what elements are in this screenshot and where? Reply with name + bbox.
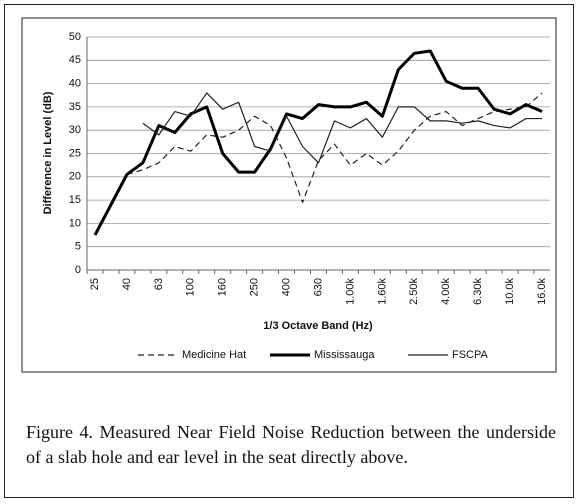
x-axis-title: 1/3 Octave Band (Hz) xyxy=(263,320,373,332)
caption: Figure 4. Measured Near Field Noise Redu… xyxy=(26,422,556,467)
x-tick-label: 10.0k xyxy=(504,278,516,305)
y-tick-label: 5 xyxy=(75,241,81,253)
y-tick-label: 15 xyxy=(69,194,81,206)
line-series xyxy=(93,49,543,236)
legend-label: Mississauga xyxy=(314,349,375,361)
y-tick-label: 50 xyxy=(69,31,81,43)
x-tick-label: 160 xyxy=(217,278,229,296)
x-tick-label: 6.30k xyxy=(472,278,484,305)
x-tick-label: 100 xyxy=(185,278,197,296)
y-axis-title: Difference in Level (dB) xyxy=(42,91,54,214)
y-tick-label: 25 xyxy=(69,147,81,159)
line-series xyxy=(126,92,543,204)
legend-label: Medicine Hat xyxy=(182,349,246,361)
y-tick-label: 45 xyxy=(69,54,81,66)
x-tick-label: 400 xyxy=(280,278,292,296)
line-series xyxy=(142,92,543,164)
x-tick-label: 63 xyxy=(153,278,165,290)
y-tick-label: 40 xyxy=(69,78,81,90)
y-tick-label: 30 xyxy=(69,124,81,136)
y-tick-label: 20 xyxy=(69,171,81,183)
x-tick-label: 16.0k xyxy=(536,278,548,305)
x-tick-label: 250 xyxy=(249,278,261,296)
x-tick-label: 1.00k xyxy=(344,278,356,305)
y-tick-label: 0 xyxy=(75,264,81,276)
y-tick-label: 35 xyxy=(69,101,81,113)
x-tick-label: 40 xyxy=(121,278,133,290)
figure-frame xyxy=(4,4,574,498)
legend-label: FSCPA xyxy=(452,349,489,361)
x-tick-label: 2.50k xyxy=(408,278,420,305)
x-tick-label: 630 xyxy=(312,278,324,296)
chart-box xyxy=(21,17,557,373)
x-tick-label: 25 xyxy=(89,278,101,290)
x-tick-label: 1.60k xyxy=(376,278,388,305)
x-tick-label: 4.00k xyxy=(440,278,452,305)
y-tick-label: 10 xyxy=(69,217,81,229)
